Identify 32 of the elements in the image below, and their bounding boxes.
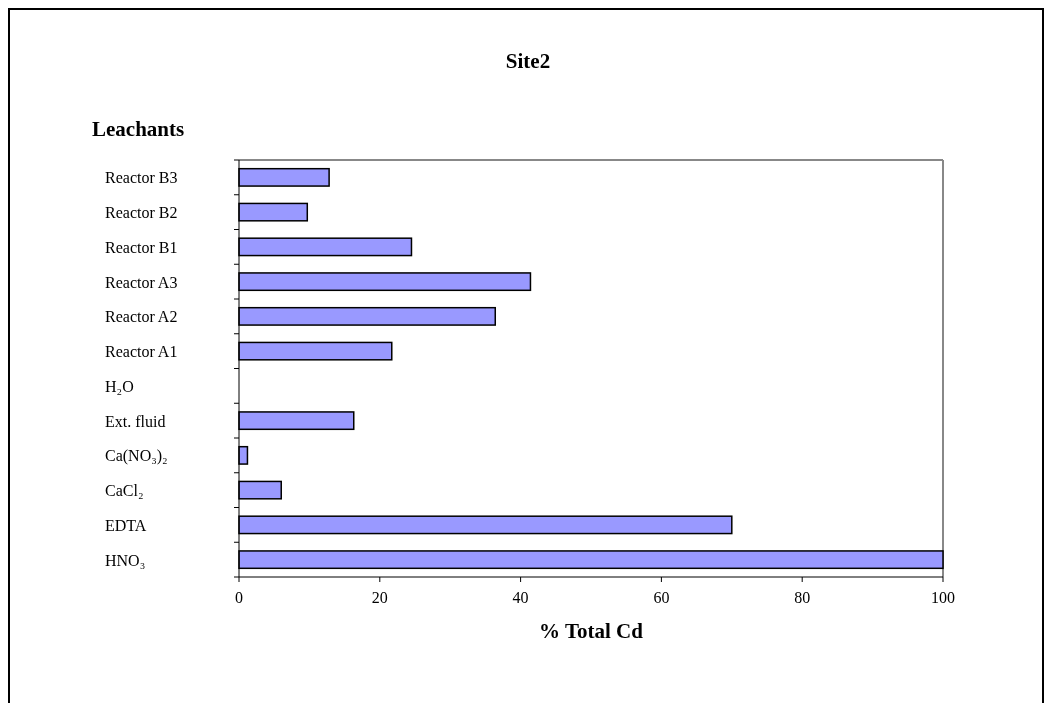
- y-tick-label: Reactor B2: [105, 204, 178, 222]
- bar: [238, 272, 532, 292]
- bar: [238, 550, 944, 570]
- y-tick-label: H₂O: [105, 377, 134, 395]
- bar: [238, 515, 733, 535]
- y-axis-title: Leachants: [92, 117, 185, 141]
- chart-title: Site2: [505, 49, 551, 73]
- page-border: Site2 Leachants Reactor B3 Reactor B2 Reactor B1 Reactor A3 Reactor A2 Reactor A1 H₂O Ext. fluid Ca(NO₃)₂ CaCl₂ EDTA HNO₃ 0 20 40 60 80 100 % Total Cd: [8, 8, 1044, 703]
- x-tick-label: 80: [794, 589, 811, 606]
- x-tick-label: 20: [371, 589, 388, 606]
- y-tick-label: HNO₃: [105, 551, 146, 569]
- y-tick-label: CaCl₂: [105, 482, 144, 500]
- y-tick-label: Reactor A2: [105, 308, 178, 326]
- x-tick-label: 100: [931, 589, 955, 606]
- y-tick-label: Ext. fluid: [105, 412, 166, 430]
- bar: [238, 167, 330, 187]
- y-tick-label: Reactor A3: [105, 273, 178, 291]
- bar: [238, 480, 282, 500]
- bar: [238, 306, 497, 326]
- x-axis-title: % Total Cd: [539, 619, 644, 643]
- y-tick-label: Ca(NO₃)₂: [105, 447, 168, 466]
- x-tick-label: 40: [512, 589, 529, 606]
- y-tick-label: Reactor B3: [105, 169, 178, 187]
- x-tick-label: 60: [653, 589, 670, 606]
- bar: [238, 341, 393, 361]
- y-tick-label: Reactor B1: [105, 238, 178, 256]
- y-tick-label: Reactor A1: [105, 343, 178, 361]
- y-tick-label: EDTA: [105, 516, 147, 534]
- bar: [238, 411, 355, 431]
- x-tick-label: 0: [235, 589, 243, 606]
- bar: [238, 202, 309, 222]
- bar: [238, 237, 413, 257]
